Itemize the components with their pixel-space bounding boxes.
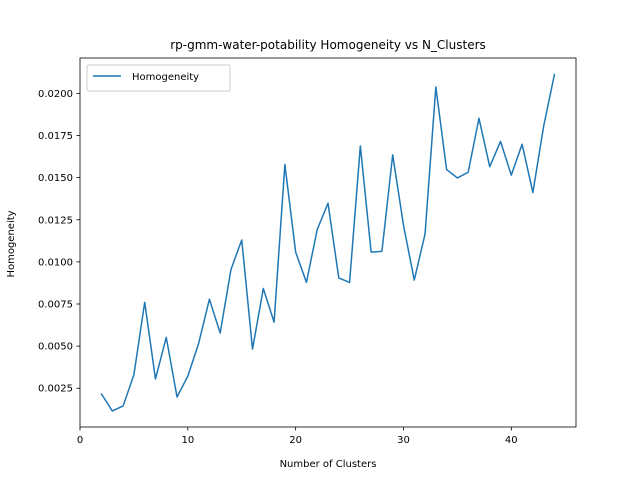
data-point — [478, 117, 480, 119]
x-axis-ticks: 0 10 20 30 40 — [77, 427, 518, 446]
data-point — [370, 251, 372, 253]
data-point — [122, 405, 124, 407]
data-point — [489, 166, 491, 168]
legend-label-homogeneity: Homogeneity — [132, 72, 199, 83]
y-axis-ticks: 0.0025 0.0050 0.0075 0.0100 0.0125 0.0150 0.01… — [38, 89, 80, 395]
data-point — [262, 288, 264, 290]
data-point — [543, 125, 545, 127]
data-point — [467, 171, 469, 173]
x-tick-label: 30 — [397, 435, 410, 446]
data-point — [284, 163, 286, 165]
x-tick-label: 20 — [289, 435, 302, 446]
data-point — [111, 410, 113, 412]
data-point — [241, 239, 243, 241]
data-point — [187, 375, 189, 377]
data-point — [381, 250, 383, 252]
data-point — [424, 233, 426, 235]
x-tick-label: 0 — [77, 435, 83, 446]
data-point — [219, 332, 221, 334]
y-tick-label: 0.0050 — [38, 342, 73, 353]
legend-box — [86, 64, 231, 92]
data-point — [553, 74, 555, 76]
data-point — [305, 281, 307, 283]
x-tick-label: 10 — [181, 435, 194, 446]
y-tick-label: 0.0200 — [38, 89, 73, 100]
data-point — [532, 191, 534, 193]
data-point — [198, 343, 200, 345]
data-point — [295, 251, 297, 253]
data-point — [359, 145, 361, 147]
data-point — [435, 86, 437, 88]
y-tick-label: 0.0150 — [38, 173, 73, 184]
x-tick-label: 40 — [505, 435, 518, 446]
data-point — [446, 169, 448, 171]
data-point — [316, 229, 318, 231]
x-axis-label: Number of Clusters — [280, 459, 377, 470]
plot-area: 0 10 20 30 40 0.0025 0.0050 0.0075 0.0100 0.0125… — [38, 57, 577, 446]
data-point — [402, 224, 404, 226]
data-point — [338, 277, 340, 279]
data-point — [273, 321, 275, 323]
data-point — [230, 268, 232, 270]
data-point — [413, 279, 415, 281]
y-tick-label: 0.0125 — [38, 215, 73, 226]
data-point — [101, 393, 103, 395]
data-point — [144, 301, 146, 303]
data-point — [327, 202, 329, 204]
axes-frame — [79, 57, 577, 428]
data-point — [392, 154, 394, 156]
series-line-homogeneity — [100, 73, 556, 412]
data-point — [133, 374, 135, 376]
y-tick-label: 0.0175 — [38, 131, 73, 142]
data-point — [349, 281, 351, 283]
data-point — [165, 336, 167, 338]
y-tick-label: 0.0025 — [38, 384, 73, 395]
y-tick-label: 0.0100 — [38, 257, 73, 268]
data-point — [252, 348, 254, 350]
data-point — [510, 174, 512, 176]
chart-title: rp-gmm-water-potability Homogeneity vs N… — [170, 38, 486, 52]
data-point — [521, 143, 523, 145]
data-point — [500, 140, 502, 142]
data-point — [456, 177, 458, 179]
legend: Homogeneity — [86, 64, 231, 92]
y-axis-label: Homogeneity — [6, 210, 17, 277]
data-point — [154, 378, 156, 380]
data-point — [208, 298, 210, 300]
data-point — [176, 396, 178, 398]
y-tick-label: 0.0075 — [38, 300, 73, 311]
